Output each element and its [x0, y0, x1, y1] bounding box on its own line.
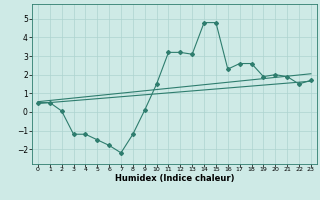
X-axis label: Humidex (Indice chaleur): Humidex (Indice chaleur)	[115, 174, 234, 183]
